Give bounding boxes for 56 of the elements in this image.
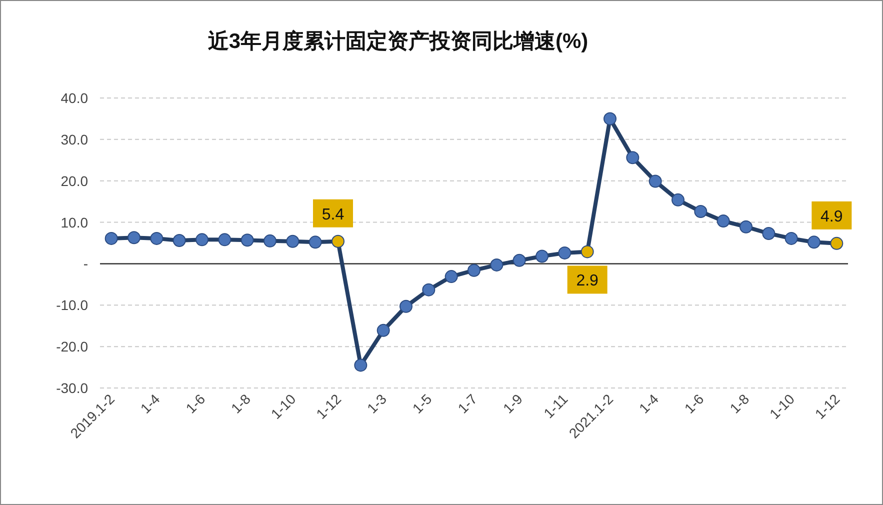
point <box>694 205 708 218</box>
point <box>830 236 844 250</box>
chart-title: 近3年月度累计固定资产投资同比增速(%) <box>206 29 588 53</box>
point <box>240 234 254 247</box>
x-tick-label: 1-4 <box>636 390 662 416</box>
point <box>762 226 776 240</box>
y-tick-label: 30.0 <box>60 131 88 148</box>
point <box>512 254 526 267</box>
data-label: 4.9 <box>820 208 843 226</box>
point <box>604 112 616 126</box>
point <box>740 220 752 234</box>
x-tick-label: 1-6 <box>182 390 208 416</box>
point <box>626 151 640 164</box>
point <box>784 232 798 245</box>
point <box>354 358 368 372</box>
x-tick-label: 1-4 <box>137 390 163 416</box>
point <box>104 232 118 245</box>
point <box>218 233 232 246</box>
point <box>580 245 594 258</box>
point <box>490 258 504 272</box>
x-tick-label: 1-11 <box>540 390 571 422</box>
point <box>150 232 164 245</box>
x-tick-label: 1-6 <box>681 390 707 416</box>
point <box>444 270 458 284</box>
point <box>672 193 684 206</box>
point <box>264 234 276 248</box>
y-tick-label: -10.0 <box>56 297 88 314</box>
point <box>376 324 390 337</box>
point <box>468 264 480 277</box>
y-tick-label: -20.0 <box>56 338 88 355</box>
point <box>128 231 140 244</box>
point <box>808 236 820 249</box>
y-tick-label: 10.0 <box>60 214 88 230</box>
y-tick-label: - <box>83 256 88 272</box>
point <box>196 233 208 246</box>
x-tick-label: 1-8 <box>228 390 254 416</box>
point <box>422 283 436 296</box>
data-label: 5.4 <box>322 206 344 224</box>
data-label: 2.9 <box>576 272 599 290</box>
point <box>172 234 186 248</box>
point <box>536 250 548 263</box>
point <box>332 234 344 248</box>
point <box>400 300 412 313</box>
point <box>648 174 662 188</box>
x-tick-label: 1-5 <box>409 390 435 416</box>
point <box>716 214 730 228</box>
x-tick-label: 1-3 <box>364 390 390 416</box>
x-tick-label: 1-8 <box>726 390 752 416</box>
y-tick-label: 40.0 <box>60 90 88 106</box>
x-tick-label: 1-9 <box>500 390 526 416</box>
x-tick-label: 1-7 <box>454 390 480 416</box>
point <box>286 234 300 248</box>
point <box>308 236 322 249</box>
y-tick-label: -30.0 <box>56 380 88 396</box>
point <box>558 246 572 260</box>
y-tick-label: 20.0 <box>60 172 88 189</box>
